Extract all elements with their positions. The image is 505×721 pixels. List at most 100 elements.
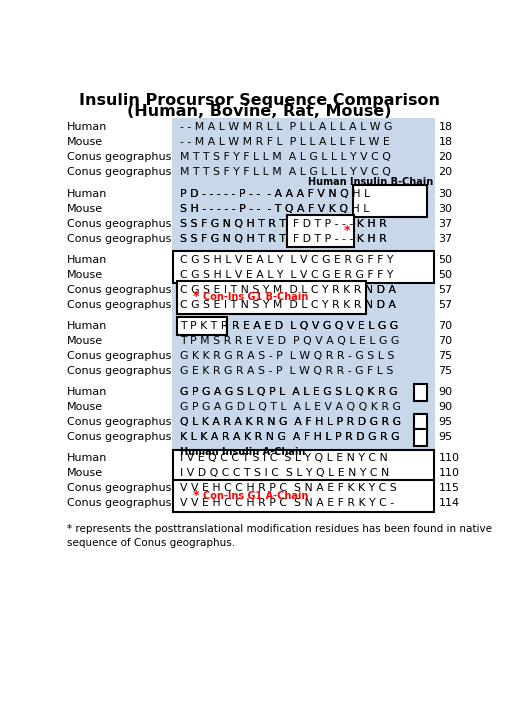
Text: Human: Human: [67, 189, 107, 198]
Bar: [173, 479, 433, 512]
Text: I V E Q C C T S I C  S L Y Q L E N Y C N: I V E Q C C T S I C S L Y Q L E N Y C N: [180, 454, 387, 464]
Text: C G S E I T N S Y M  D L C Y R K R N D A: C G S E I T N S Y M D L C Y R K R N D A: [180, 300, 395, 310]
Text: G K K R G R A S - P  L W Q R R - G S L S: G K K R G R A S - P L W Q R R - G S L S: [180, 351, 394, 361]
Text: Mouse: Mouse: [67, 137, 103, 147]
Text: C G S H L V E A L Y  L V C G E R G F F Y: C G S H L V E A L Y L V C G E R G F F Y: [180, 270, 393, 280]
Text: 110: 110: [437, 469, 459, 479]
Text: C G S E I T N S Y M  D L C Y R K R N D A: C G S E I T N S Y M D L C Y R K R N D A: [180, 300, 395, 310]
Text: 115: 115: [437, 484, 459, 493]
Text: 30: 30: [437, 189, 451, 198]
Text: T P K T R R E A E D  L Q V G Q V E L G G: T P K T R R E A E D L Q V G Q V E L G G: [180, 321, 397, 331]
Text: Conus geographus: Conus geographus: [67, 152, 171, 162]
Text: Q L K A R A K R N G  A F H L P R D G R G: Q L K A R A K R N G A F H L P R D G R G: [180, 417, 400, 428]
Text: Human Insulin B-Chain: Human Insulin B-Chain: [308, 177, 433, 187]
Text: V V E H C C H R P C  S N A E F K K Y C S: V V E H C C H R P C S N A E F K K Y C S: [180, 484, 396, 493]
Text: P D - - - - - P - -  - A A A F V N Q H L: P D - - - - - P - - - A A A F V N Q H L: [180, 189, 370, 198]
Text: * represents the posttranslational modification residues has been found in nativ: * represents the posttranslational modif…: [67, 524, 491, 549]
Text: P D - - - - - P - -  - A A A F V N Q H L: P D - - - - - P - - - A A A F V N Q H L: [180, 189, 370, 198]
Text: 70: 70: [437, 336, 451, 346]
Text: Human: Human: [67, 387, 107, 397]
Bar: [173, 450, 433, 482]
Text: V V E H C C H R P C  S N A E F R K Y C -: V V E H C C H R P C S N A E F R K Y C -: [180, 498, 393, 508]
Text: 57: 57: [437, 285, 451, 295]
Text: S S F G N Q H T R T  F D T P - - - K H R: S S F G N Q H T R T F D T P - - - K H R: [180, 234, 386, 244]
Bar: [171, 118, 434, 513]
Text: Conus geographus: Conus geographus: [67, 366, 171, 376]
Text: G P G A G S L Q P L  A L E G S L Q K R G: G P G A G S L Q P L A L E G S L Q K R G: [180, 387, 397, 397]
Text: T P K T R R E A E D  L Q V G Q V E L G G: T P K T R R E A E D L Q V G Q V E L G G: [180, 321, 397, 331]
Text: 50: 50: [437, 270, 451, 280]
Text: I V D Q C C T S I C  S L Y Q L E N Y C N: I V D Q C C T S I C S L Y Q L E N Y C N: [180, 469, 389, 479]
Bar: [413, 384, 427, 401]
Text: C G S H L V E A L Y  L V C G E R G F F Y: C G S H L V E A L Y L V C G E R G F F Y: [180, 255, 393, 265]
Text: 70: 70: [437, 321, 451, 331]
Text: Conus geographus: Conus geographus: [67, 218, 171, 229]
Text: 57: 57: [437, 300, 451, 310]
Bar: [176, 281, 366, 314]
Text: V V E H C C H R P C  S N A E F K K Y C S: V V E H C C H R P C S N A E F K K Y C S: [180, 484, 396, 493]
Text: 30: 30: [437, 203, 451, 213]
Text: S S F G N Q H T R T  F D T P - - - K H R: S S F G N Q H T R T F D T P - - - K H R: [180, 234, 386, 244]
Text: G P G A G D L Q T L  A L E V A Q Q K R G: G P G A G D L Q T L A L E V A Q Q K R G: [180, 402, 400, 412]
Text: Conus geographus: Conus geographus: [67, 300, 171, 310]
Text: 18: 18: [437, 137, 451, 147]
Text: S S F G N Q H T R T  F D T P - - - K H R: S S F G N Q H T R T F D T P - - - K H R: [180, 218, 386, 229]
Bar: [413, 414, 427, 431]
Text: Conus geographus: Conus geographus: [67, 498, 171, 508]
Bar: [176, 317, 226, 335]
Text: Conus geographus: Conus geographus: [67, 433, 171, 442]
Text: 95: 95: [437, 433, 451, 442]
Text: G P G A G S L Q P L  A L E G S L Q K R G: G P G A G S L Q P L A L E G S L Q K R G: [180, 387, 397, 397]
Text: G E K R G R A S - P  L W Q R R - G F L S: G E K R G R A S - P L W Q R R - G F L S: [180, 366, 393, 376]
Text: Conus geographus: Conus geographus: [67, 234, 171, 244]
Text: S H - - - - - P - -  - T Q A F V K Q H L: S H - - - - - P - - - T Q A F V K Q H L: [180, 203, 369, 213]
Text: I V E Q C C T S I C  S L Y Q L E N Y C N: I V E Q C C T S I C S L Y Q L E N Y C N: [180, 454, 387, 464]
Text: Con-Ins G1 B-Chain: Con-Ins G1 B-Chain: [203, 292, 308, 302]
Text: M T T S F Y F L L M  A L G L L L Y V C Q: M T T S F Y F L L M A L G L L L Y V C Q: [180, 152, 390, 162]
Text: 20: 20: [437, 152, 451, 162]
Bar: [352, 185, 427, 217]
Text: 114: 114: [437, 498, 459, 508]
Text: 110: 110: [437, 454, 459, 464]
Text: Human: Human: [67, 123, 107, 133]
Text: C G S H L V E A L Y  L V C G E R G F F Y: C G S H L V E A L Y L V C G E R G F F Y: [180, 255, 393, 265]
Text: Human: Human: [67, 321, 107, 331]
Text: S S F G N Q H T R T  F D T P - - - K H R: S S F G N Q H T R T F D T P - - - K H R: [180, 218, 386, 229]
Text: Mouse: Mouse: [67, 336, 103, 346]
Text: *: *: [343, 224, 350, 237]
Bar: [286, 215, 353, 247]
Text: Conus geographus: Conus geographus: [67, 285, 171, 295]
Text: 37: 37: [437, 234, 451, 244]
Text: 50: 50: [437, 255, 451, 265]
Text: Conus geographus: Conus geographus: [67, 351, 171, 361]
Text: 95: 95: [437, 417, 451, 428]
Text: 75: 75: [437, 366, 451, 376]
Text: Mouse: Mouse: [67, 402, 103, 412]
Text: *: *: [192, 489, 198, 502]
Text: - - M A L W M R F L  P L L A L L F L W E: - - M A L W M R F L P L L A L L F L W E: [180, 137, 389, 147]
Bar: [413, 428, 427, 446]
Text: V V E H C C H R P C  S N A E F R K Y C -: V V E H C C H R P C S N A E F R K Y C -: [180, 498, 393, 508]
Text: Mouse: Mouse: [67, 469, 103, 479]
Text: Mouse: Mouse: [67, 270, 103, 280]
Text: T P M S R R E V E D  P Q V A Q L E L G G: T P M S R R E V E D P Q V A Q L E L G G: [180, 336, 399, 346]
Text: C G S E I T N S Y M  D L C Y R K R N D A: C G S E I T N S Y M D L C Y R K R N D A: [180, 285, 395, 295]
Text: 90: 90: [437, 402, 451, 412]
Text: Con-Ins G1 A-Chain: Con-Ins G1 A-Chain: [203, 490, 308, 500]
Text: Human: Human: [67, 255, 107, 265]
Text: Q L K A R A K R N G  A F H L P R D G R G: Q L K A R A K R N G A F H L P R D G R G: [180, 417, 400, 428]
Text: 37: 37: [437, 218, 451, 229]
Text: 75: 75: [437, 351, 451, 361]
Text: I V D Q C C T S I C  S L Y Q L E N Y C N: I V D Q C C T S I C S L Y Q L E N Y C N: [180, 469, 389, 479]
Text: M T T S F Y F L L M  A L G L L L Y V C Q: M T T S F Y F L L M A L G L L L Y V C Q: [180, 167, 390, 177]
Text: (Human, Bovine, Rat, Mouse): (Human, Bovine, Rat, Mouse): [127, 105, 391, 120]
Text: - - M A L W M R L L  P L L A L L A L W G: - - M A L W M R L L P L L A L L A L W G: [180, 123, 392, 133]
Text: Insulin Procursor Sequence Comparison: Insulin Procursor Sequence Comparison: [79, 93, 439, 108]
Text: 18: 18: [437, 123, 451, 133]
Text: C G S E I T N S Y M  D L C Y R K R N D A: C G S E I T N S Y M D L C Y R K R N D A: [180, 285, 395, 295]
Text: Conus geographus: Conus geographus: [67, 484, 171, 493]
Text: *: *: [192, 291, 198, 304]
Text: K L K A R A K R N G  A F H L P R D G R G: K L K A R A K R N G A F H L P R D G R G: [180, 433, 399, 442]
Text: Human Insulin A-Chain: Human Insulin A-Chain: [180, 447, 305, 456]
Bar: [173, 251, 433, 283]
